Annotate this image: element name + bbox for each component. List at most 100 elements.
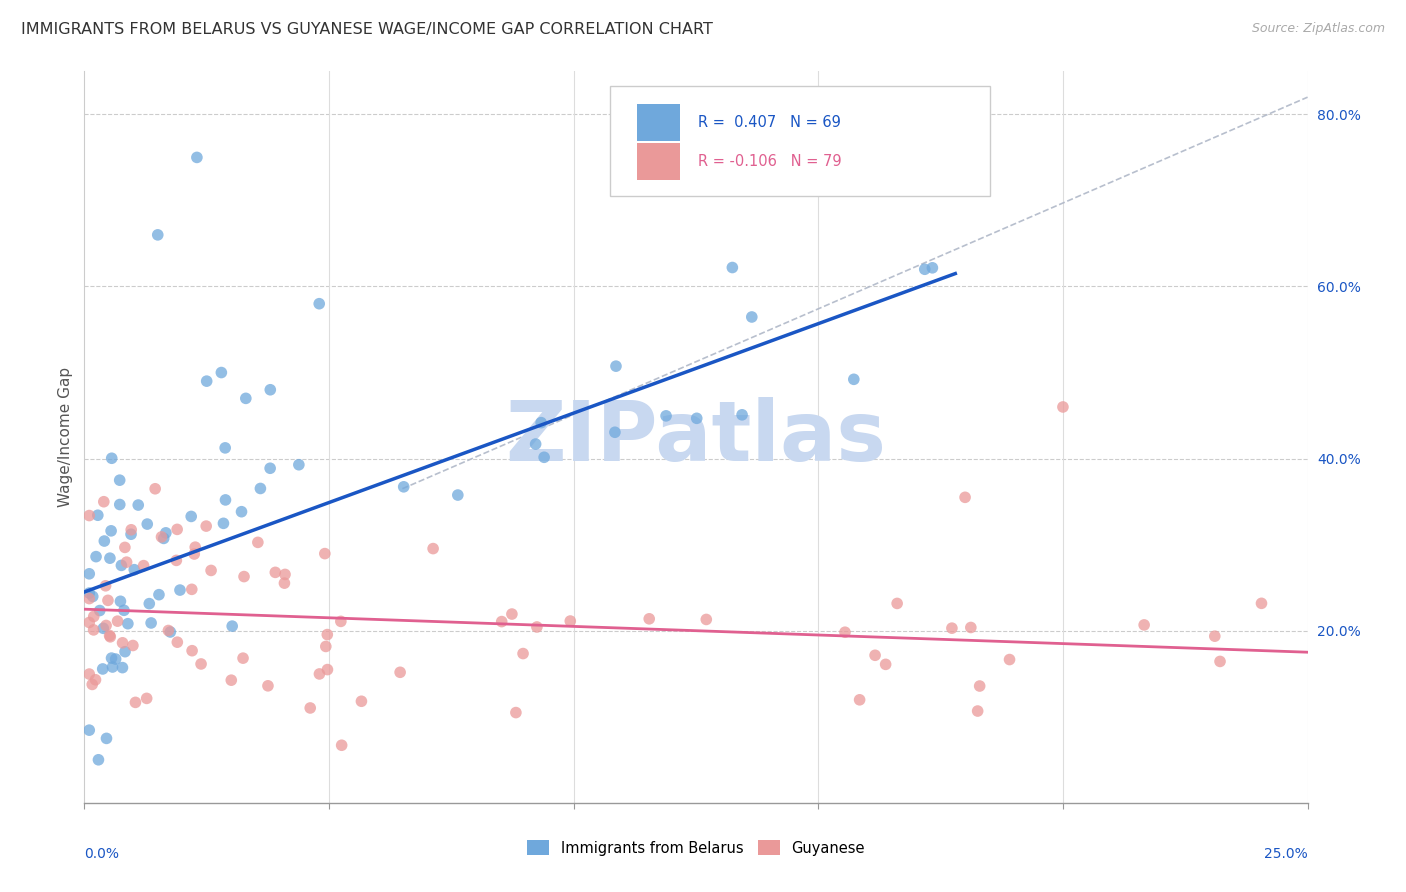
- Text: IMMIGRANTS FROM BELARUS VS GUYANESE WAGE/INCOME GAP CORRELATION CHART: IMMIGRANTS FROM BELARUS VS GUYANESE WAGE…: [21, 22, 713, 37]
- Point: [249, 482, 271, 496]
- Point: [97, 593, 120, 607]
- Point: [928, 149, 950, 163]
- Point: [112, 603, 135, 617]
- Point: [308, 667, 330, 681]
- Point: [959, 620, 981, 634]
- Point: [299, 701, 322, 715]
- Point: [101, 660, 124, 674]
- Point: [93, 534, 115, 549]
- Point: [183, 547, 205, 561]
- Point: [721, 260, 744, 275]
- Point: [842, 372, 865, 386]
- Point: [84, 673, 107, 687]
- Point: [91, 621, 114, 635]
- Point: [214, 492, 236, 507]
- FancyBboxPatch shape: [610, 86, 990, 195]
- Point: [848, 693, 870, 707]
- Point: [143, 482, 166, 496]
- Y-axis label: Wage/Income Gap: Wage/Income Gap: [58, 367, 73, 508]
- Point: [181, 643, 204, 657]
- Point: [603, 425, 626, 440]
- Point: [259, 461, 281, 475]
- Point: [209, 366, 232, 380]
- Point: [114, 645, 136, 659]
- Point: [87, 508, 110, 523]
- Point: [1250, 596, 1272, 610]
- Point: [422, 541, 444, 556]
- Point: [921, 260, 943, 275]
- Point: [731, 408, 754, 422]
- Point: [212, 516, 235, 531]
- FancyBboxPatch shape: [637, 104, 681, 141]
- Point: [127, 498, 149, 512]
- Point: [115, 555, 138, 569]
- Point: [124, 695, 146, 709]
- Point: [82, 590, 104, 604]
- Point: [329, 615, 352, 629]
- Point: [138, 597, 160, 611]
- Point: [315, 640, 337, 654]
- Point: [94, 579, 117, 593]
- Point: [214, 441, 236, 455]
- Point: [100, 524, 122, 538]
- Point: [308, 296, 330, 310]
- Point: [77, 566, 100, 581]
- Point: [169, 583, 191, 598]
- Point: [165, 553, 187, 567]
- Point: [83, 623, 105, 637]
- Point: [966, 704, 988, 718]
- Point: [233, 569, 256, 583]
- Point: [146, 227, 169, 242]
- Point: [953, 491, 976, 505]
- Point: [87, 753, 110, 767]
- Point: [94, 618, 117, 632]
- Point: [530, 416, 553, 430]
- Point: [77, 723, 100, 738]
- Point: [1133, 618, 1156, 632]
- Point: [155, 525, 177, 540]
- Point: [98, 628, 121, 642]
- Point: [501, 607, 523, 621]
- Point: [111, 636, 134, 650]
- Point: [316, 627, 339, 641]
- Point: [77, 591, 100, 606]
- Point: [135, 691, 157, 706]
- Point: [77, 667, 100, 681]
- Point: [875, 657, 897, 672]
- Point: [96, 731, 118, 746]
- Text: R =  0.407   N = 69: R = 0.407 N = 69: [699, 115, 841, 130]
- Point: [257, 679, 280, 693]
- FancyBboxPatch shape: [637, 143, 681, 179]
- Text: Source: ZipAtlas.com: Source: ZipAtlas.com: [1251, 22, 1385, 36]
- Point: [132, 558, 155, 573]
- Point: [1052, 400, 1074, 414]
- Point: [232, 651, 254, 665]
- Point: [104, 652, 127, 666]
- Point: [107, 614, 129, 628]
- Point: [741, 310, 763, 324]
- Point: [533, 450, 555, 465]
- Point: [111, 660, 134, 674]
- Point: [77, 508, 100, 523]
- Point: [221, 619, 243, 633]
- Point: [605, 359, 627, 373]
- Point: [166, 635, 188, 649]
- Point: [98, 551, 121, 566]
- Point: [110, 594, 132, 608]
- Point: [98, 630, 121, 644]
- Point: [91, 662, 114, 676]
- Point: [77, 586, 100, 600]
- Point: [180, 509, 202, 524]
- Point: [863, 648, 886, 663]
- Point: [274, 567, 297, 582]
- Point: [184, 540, 207, 554]
- Point: [330, 738, 353, 752]
- Point: [120, 527, 142, 541]
- Point: [120, 523, 142, 537]
- Legend: Immigrants from Belarus, Guyanese: Immigrants from Belarus, Guyanese: [522, 834, 870, 862]
- Point: [195, 374, 218, 388]
- Point: [314, 547, 336, 561]
- Point: [93, 494, 115, 508]
- Point: [114, 541, 136, 555]
- Point: [136, 517, 159, 532]
